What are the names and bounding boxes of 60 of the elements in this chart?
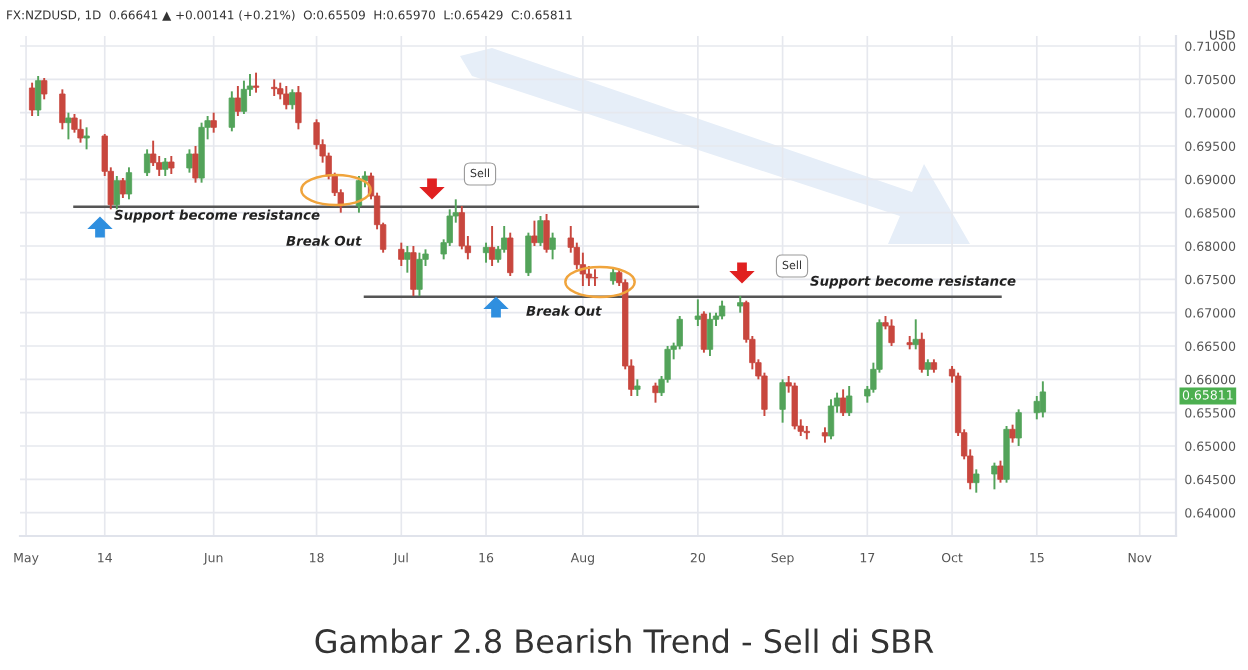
candlestick (228, 90, 235, 133)
candlestick (398, 241, 405, 267)
candlestick (210, 111, 217, 134)
candlestick (192, 145, 199, 184)
candlestick (28, 81, 36, 117)
candlestick (779, 378, 786, 424)
candlestick (458, 205, 465, 251)
candlestick (846, 385, 853, 417)
candlestick (549, 231, 556, 261)
candlestick (168, 155, 175, 175)
candlestick (537, 215, 544, 247)
candlestick (791, 381, 798, 431)
candlestick (1033, 395, 1040, 421)
candlestick (35, 75, 42, 117)
candlestick (289, 88, 296, 111)
candlestick (1039, 380, 1046, 419)
candlestick (718, 299, 726, 321)
candlestick (113, 175, 120, 211)
candlestick (65, 111, 72, 141)
candlestick (125, 166, 133, 201)
text: Gambar 2.8 Bearish Trend - Sell di SBR (315, 628, 934, 654)
candlestick (416, 251, 423, 297)
candlestick (410, 245, 417, 297)
candlestick (295, 85, 302, 131)
candlestick (525, 231, 532, 277)
candlestick (234, 85, 242, 117)
candlestick (507, 231, 514, 277)
candlestick (59, 88, 66, 131)
candlestick (283, 85, 290, 111)
candlestick (676, 315, 683, 351)
candlestick (240, 79, 248, 115)
candlestick (700, 310, 708, 354)
candlestick (912, 318, 919, 351)
candlestick (482, 241, 490, 264)
candlestick (488, 225, 496, 267)
candlestick (271, 78, 278, 97)
candlestick (404, 245, 411, 274)
candlestick (997, 459, 1004, 484)
candlestick (694, 298, 702, 327)
candlestick (652, 381, 659, 404)
candlestick (591, 268, 599, 287)
candlestick (1009, 423, 1016, 444)
candlestick (706, 311, 714, 357)
candlestick (1015, 408, 1022, 447)
candlestick (119, 177, 127, 199)
candlestick (83, 126, 90, 151)
candlestick (839, 388, 847, 417)
candlestick (531, 219, 538, 247)
candlestick (991, 461, 998, 491)
candlestick (41, 77, 48, 101)
candlestick (252, 71, 260, 94)
candlestick (77, 118, 84, 144)
candlestick (543, 213, 550, 254)
candlestick (827, 398, 835, 441)
candlestick (918, 331, 925, 374)
candlestick (186, 148, 193, 174)
candlestick (162, 157, 169, 177)
candlestick (888, 318, 895, 347)
candlestick (973, 468, 980, 494)
candlestick (143, 148, 151, 177)
